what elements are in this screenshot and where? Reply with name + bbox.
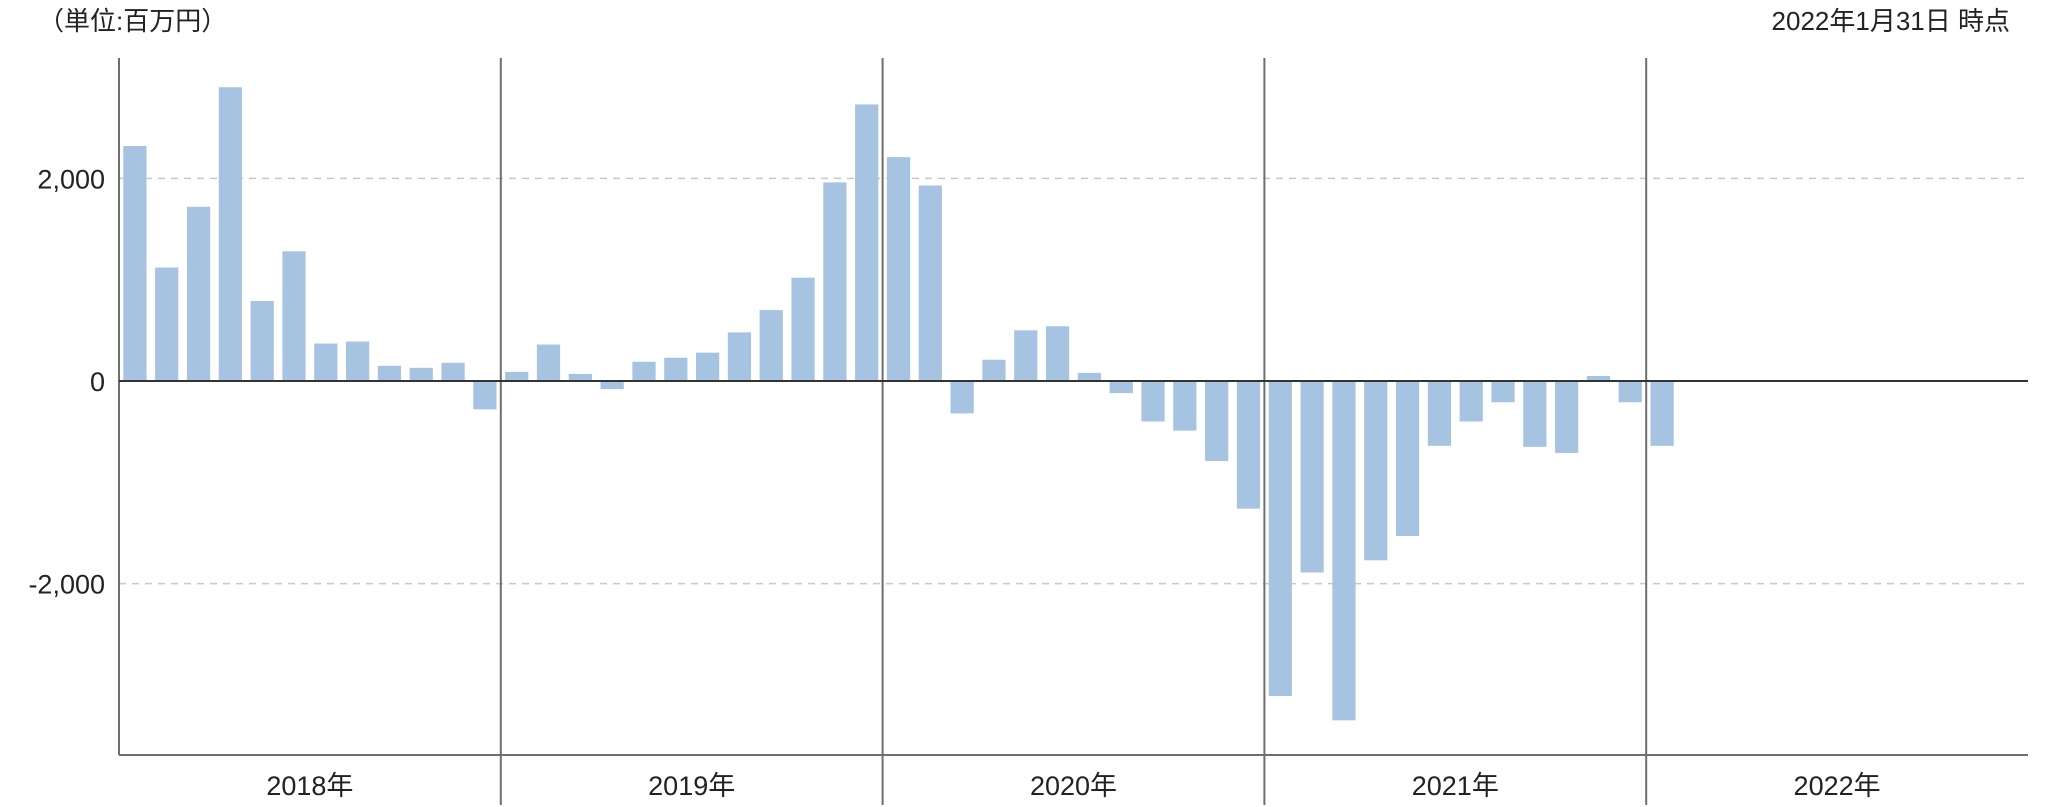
bar <box>600 381 624 390</box>
bar <box>536 344 561 381</box>
bar <box>1555 381 1579 453</box>
bar <box>1300 381 1324 573</box>
bar <box>759 310 783 381</box>
bar <box>695 352 720 381</box>
bar <box>346 341 370 381</box>
bar <box>568 373 592 381</box>
bar <box>155 267 179 381</box>
bar <box>250 300 274 381</box>
bar <box>727 332 752 381</box>
bar <box>1650 381 1674 446</box>
bar <box>1364 381 1388 561</box>
bar <box>441 362 465 381</box>
bar <box>664 357 688 381</box>
axes <box>118 58 2028 805</box>
year-label: 2019年 <box>648 771 735 801</box>
bar <box>1077 372 1102 381</box>
bar <box>1236 381 1261 509</box>
y-tick-labels: 2,000 0 -2,000 <box>28 164 105 599</box>
bar <box>1141 381 1165 422</box>
bar <box>1523 381 1547 447</box>
bar <box>855 104 879 382</box>
bar <box>186 206 211 381</box>
bar <box>1268 381 1292 697</box>
y-tick-label: 2,000 <box>37 164 105 194</box>
bar <box>282 251 306 381</box>
y-tick-label: -2,000 <box>28 570 105 600</box>
unit-label: （単位:百万円） <box>38 6 227 36</box>
year-labels: 2018年 2019年 2020年 2021年 2022年 <box>266 771 1880 801</box>
bar <box>1045 326 1070 381</box>
year-label: 2022年 <box>1794 771 1881 801</box>
bar <box>1427 381 1452 446</box>
bar <box>886 157 911 381</box>
bar <box>791 277 815 381</box>
bar <box>1173 381 1197 431</box>
year-label: 2021年 <box>1412 771 1499 801</box>
bar <box>123 145 147 381</box>
bar <box>1586 375 1611 381</box>
as-of-date-label: 2022年1月31日 時点 <box>1772 6 2010 36</box>
gridlines <box>119 177 2028 585</box>
bar <box>1618 381 1642 403</box>
year-label: 2018年 <box>266 771 353 801</box>
bar <box>218 87 242 381</box>
bar <box>950 381 974 414</box>
bar <box>1205 381 1229 462</box>
bar <box>314 343 338 381</box>
bar <box>1491 381 1515 403</box>
bar <box>473 381 497 410</box>
bars <box>123 87 1674 721</box>
bar <box>1109 381 1133 394</box>
bar <box>1332 381 1356 721</box>
bar <box>982 359 1006 381</box>
bar <box>1459 381 1483 422</box>
bar <box>505 371 529 381</box>
y-tick-label: 0 <box>90 367 105 397</box>
bar <box>632 361 656 381</box>
bar <box>1395 381 1420 536</box>
bar <box>377 365 402 381</box>
bar <box>918 185 942 381</box>
bar <box>823 182 847 381</box>
bar <box>409 367 433 381</box>
bar <box>1014 330 1038 381</box>
year-label: 2020年 <box>1030 771 1117 801</box>
